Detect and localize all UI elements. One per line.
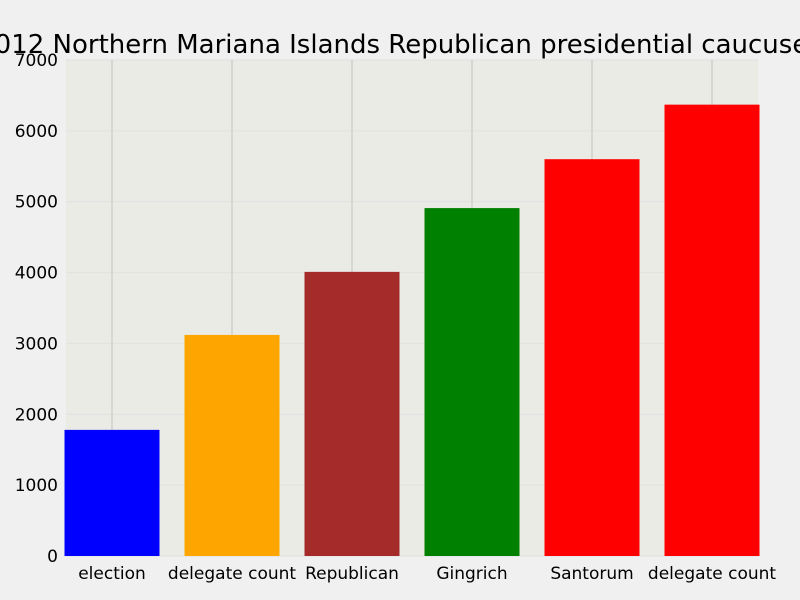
y-tick-label: 4000	[15, 264, 58, 284]
y-tick-label: 2000	[15, 405, 58, 425]
x-tick-labels: election delegate count Republican Gingrich…	[78, 564, 776, 584]
bar	[64, 429, 160, 556]
x-tick-label: delegate count	[168, 564, 296, 584]
y-tick-label: 6000	[15, 122, 58, 142]
bar-layer	[64, 104, 760, 556]
y-tick-label: 7000	[15, 51, 58, 71]
plot-area	[66, 60, 758, 556]
x-tick-label: Gingrich	[436, 564, 507, 584]
y-tick-labels: 0 1000 2000 3000 4000 5000 6000 7000	[15, 51, 58, 567]
y-tick-label: 3000	[15, 334, 58, 354]
bar	[664, 104, 760, 556]
chart-title: 2012 Northern Mariana Islands Republican…	[0, 30, 800, 60]
bar	[424, 208, 520, 556]
x-tick-label: Republican	[305, 564, 399, 584]
y-tick-label: 0	[47, 547, 58, 567]
y-tick-label: 1000	[15, 476, 58, 496]
x-tick-label: delegate count	[648, 564, 776, 584]
bar	[304, 271, 400, 556]
y-tick-label: 5000	[15, 193, 58, 213]
x-tick-label: Santorum	[550, 564, 633, 584]
bar	[184, 334, 280, 556]
bar	[544, 159, 640, 556]
x-tick-label: election	[78, 564, 146, 584]
